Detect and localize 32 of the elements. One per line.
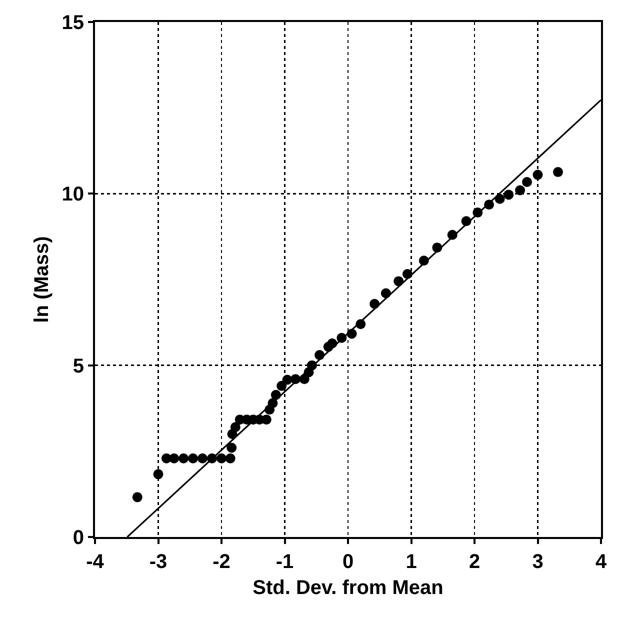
y-tick-label: 5: [72, 355, 84, 378]
point: [226, 442, 237, 453]
point: [169, 453, 180, 464]
y-axis-title: ln (Mass): [30, 236, 53, 323]
point: [153, 469, 164, 480]
point: [198, 453, 208, 464]
x-tick-label: 2: [468, 551, 480, 573]
x-tick-label: -1: [276, 551, 294, 573]
x-tick-label: -2: [212, 551, 230, 573]
y-tick-label: 15: [62, 12, 84, 34]
point: [261, 414, 272, 425]
y-tick-label: 0: [72, 527, 84, 549]
point: [216, 453, 226, 464]
point: [532, 170, 543, 180]
point: [225, 453, 236, 464]
x-tick-label: -3: [149, 551, 168, 573]
y-tick-label: 10: [62, 184, 84, 206]
x-axis-title: Std. Dev. from Mean: [252, 577, 444, 599]
point: [132, 492, 142, 502]
x-tick-label: 1: [406, 551, 417, 573]
x-tick-label: 0: [342, 551, 354, 573]
x-tick-label: 4: [595, 551, 608, 573]
point: [230, 422, 240, 432]
point: [504, 190, 514, 200]
point: [552, 167, 563, 178]
x-tick-label: 3: [532, 551, 544, 573]
point: [188, 453, 198, 464]
point: [522, 176, 532, 187]
point: [276, 380, 287, 391]
point: [178, 453, 189, 464]
point: [515, 185, 526, 196]
x-tick-label: -4: [86, 551, 105, 573]
